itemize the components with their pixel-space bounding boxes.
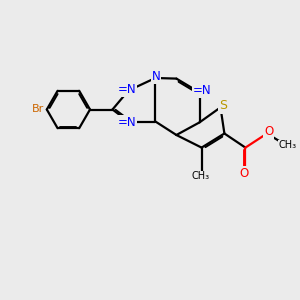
Text: CH₃: CH₃: [192, 171, 210, 181]
Text: O: O: [264, 124, 273, 138]
Text: O: O: [239, 167, 248, 180]
Text: =N: =N: [118, 116, 136, 130]
Text: =N: =N: [193, 84, 211, 98]
Text: =N: =N: [118, 82, 136, 96]
Text: Br: Br: [32, 104, 44, 115]
Text: N: N: [152, 70, 160, 83]
Text: S: S: [219, 99, 227, 112]
Text: CH₃: CH₃: [279, 140, 297, 151]
